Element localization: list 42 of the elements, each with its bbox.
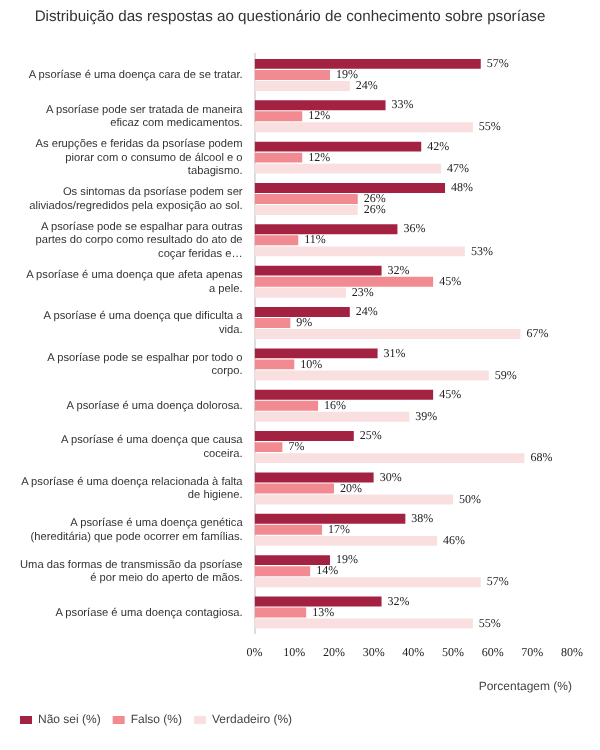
bar xyxy=(254,431,354,442)
bar xyxy=(254,141,422,152)
bar xyxy=(254,348,378,359)
bar xyxy=(254,224,398,235)
bar xyxy=(254,566,311,577)
bar xyxy=(254,122,473,133)
bar xyxy=(254,472,374,483)
bar xyxy=(254,618,473,629)
bar xyxy=(254,494,453,505)
bar xyxy=(254,194,358,204)
bar xyxy=(254,287,346,298)
bar xyxy=(254,182,446,193)
bar xyxy=(254,607,307,618)
bar xyxy=(254,265,382,276)
bar xyxy=(254,80,350,91)
bar xyxy=(254,483,334,494)
bar xyxy=(254,389,434,400)
bar xyxy=(254,163,442,174)
bar xyxy=(254,100,386,111)
bar xyxy=(254,276,434,287)
bar xyxy=(254,577,481,588)
bar xyxy=(254,442,283,453)
bar xyxy=(254,596,382,607)
bar xyxy=(254,205,358,215)
bar xyxy=(254,535,438,546)
bar xyxy=(254,69,330,80)
bar xyxy=(254,111,303,122)
bar xyxy=(254,524,323,535)
bar xyxy=(254,329,521,340)
bar xyxy=(254,370,489,381)
bar xyxy=(254,359,295,370)
bar xyxy=(254,400,319,411)
bar xyxy=(254,235,299,246)
bar xyxy=(254,246,465,257)
bar xyxy=(254,152,303,163)
bar xyxy=(254,453,525,464)
bar xyxy=(254,411,410,422)
bar xyxy=(254,307,350,317)
bar xyxy=(254,318,291,329)
bar xyxy=(254,58,481,69)
bar xyxy=(254,555,330,566)
bar xyxy=(254,513,406,524)
